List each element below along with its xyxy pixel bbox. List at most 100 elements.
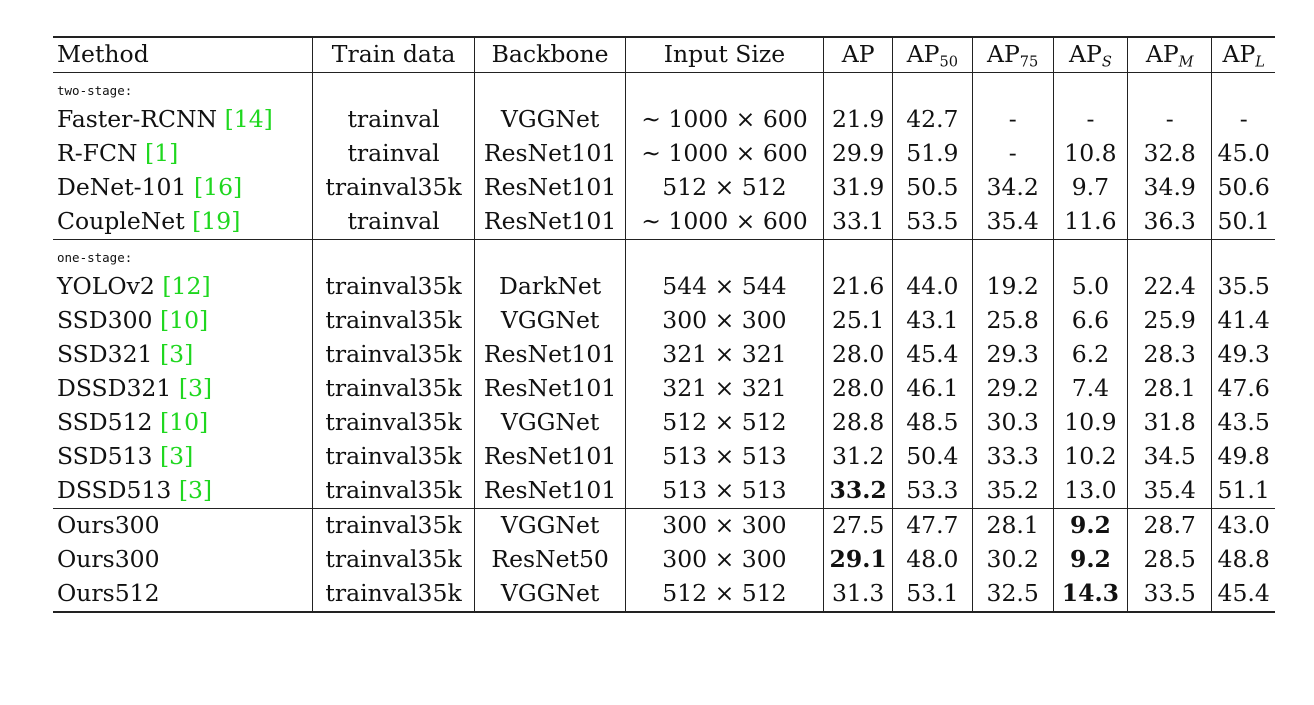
aps-cell: 6.6	[1052, 304, 1128, 338]
ap75-value: 29.3	[986, 340, 1039, 369]
ap50-value: 53.3	[906, 476, 959, 505]
method-name: Ours512	[57, 579, 160, 608]
apm-cell: 28.7	[1127, 508, 1212, 543]
section-label: one-stage:	[57, 249, 133, 265]
train-data-cell: trainval35k	[311, 474, 475, 509]
ap-cell: 25.1	[823, 304, 893, 338]
ap50-cell: 53.1	[892, 577, 972, 613]
backbone-value: VGGNet	[500, 408, 600, 437]
apm-cell: 35.4	[1127, 474, 1212, 509]
backbone-value: ResNet50	[491, 545, 609, 574]
backbone-cell: ResNet101	[474, 474, 626, 509]
apl-cell: 35.5	[1211, 270, 1275, 304]
method-cell: Faster-RCNN [14]	[53, 103, 312, 137]
ap-cell: 21.6	[823, 270, 893, 304]
citation-link[interactable]: [14]	[224, 105, 273, 134]
ap75-value: 30.3	[986, 408, 1039, 437]
aps-cell: 9.2	[1052, 508, 1128, 543]
ap50-cell: 43.1	[892, 304, 972, 338]
method-name: Ours300	[57, 545, 160, 574]
backbone-cell: VGGNet	[474, 304, 626, 338]
apl-value: 51.1	[1217, 476, 1270, 505]
empty-cell	[823, 72, 893, 103]
empty-cell	[1127, 72, 1212, 103]
train-data-cell: trainval35k	[311, 577, 475, 613]
empty-cell	[823, 239, 893, 270]
column-header-subscript: M	[1178, 53, 1194, 71]
ap75-value: 33.3	[986, 442, 1039, 471]
citation-link[interactable]: [1]	[144, 139, 179, 168]
ap50-value: 53.5	[906, 207, 959, 236]
apl-cell: -	[1211, 103, 1275, 137]
apm-cell: 34.5	[1127, 440, 1212, 474]
ap-cell: 31.9	[823, 171, 893, 205]
column-header-train-data: Train data	[311, 36, 475, 73]
train-data-cell: trainval35k	[311, 440, 475, 474]
citation-link[interactable]: [3]	[159, 340, 194, 369]
apl-value: 43.0	[1217, 511, 1270, 540]
ap50-cell: 51.9	[892, 137, 972, 171]
apm-value: 22.4	[1143, 272, 1196, 301]
ap50-cell: 44.0	[892, 270, 972, 304]
train-data-cell: trainval35k	[311, 338, 475, 372]
aps-value: 9.7	[1071, 173, 1110, 202]
aps-cell: 5.0	[1052, 270, 1128, 304]
citation-link[interactable]: [10]	[159, 408, 209, 437]
ap-value: 31.3	[831, 579, 885, 608]
method-name: CoupleNet	[57, 207, 185, 236]
train-data-cell: trainval35k	[311, 508, 475, 543]
ap50-value: 50.4	[906, 442, 959, 471]
column-header-label: AP	[1145, 40, 1179, 69]
ap75-value: 19.2	[986, 272, 1039, 301]
train-data-value: trainval35k	[325, 306, 462, 335]
train-data-cell: trainval35k	[311, 406, 475, 440]
ap-value: 33.1	[831, 207, 885, 236]
backbone-cell: ResNet50	[474, 543, 626, 577]
input-size-cell: ∼ 1000 × 600	[624, 205, 824, 240]
backbone-value: ResNet101	[483, 340, 617, 369]
method-name: SSD513	[57, 442, 153, 471]
column-header-label: AP	[1222, 40, 1256, 69]
train-data-value: trainval35k	[325, 511, 462, 540]
ap50-value: 53.1	[906, 579, 959, 608]
aps-cell: 7.4	[1052, 372, 1128, 406]
empty-cell	[1052, 239, 1128, 270]
citation-link[interactable]: [3]	[178, 374, 213, 403]
apl-value: 50.1	[1217, 207, 1270, 236]
aps-value: 6.2	[1071, 340, 1110, 369]
ap75-value: 35.2	[986, 476, 1039, 505]
ap50-value: 42.7	[906, 105, 959, 134]
citation-link[interactable]: [19]	[192, 207, 241, 236]
apm-value: 31.8	[1143, 408, 1196, 437]
ap-cell: 27.5	[823, 508, 893, 543]
empty-cell	[474, 239, 626, 270]
ap-cell: 29.1	[823, 543, 893, 577]
method-cell: Ours300	[53, 509, 312, 544]
train-data-value: trainval35k	[325, 545, 462, 574]
apm-cell: 22.4	[1127, 270, 1212, 304]
ap75-cell: 30.2	[971, 543, 1054, 577]
citation-link[interactable]: [12]	[162, 272, 211, 301]
ap-value: 27.5	[831, 511, 885, 540]
apm-cell: 34.9	[1127, 171, 1212, 205]
apl-value: 50.6	[1217, 173, 1270, 202]
input-size-value: 300 × 300	[662, 306, 787, 335]
citation-link[interactable]: [16]	[193, 173, 243, 202]
citation-link[interactable]: [10]	[159, 306, 209, 335]
method-cell: Ours300	[53, 543, 312, 577]
apl-cell: 45.0	[1211, 137, 1275, 171]
train-data-value: trainval	[347, 105, 440, 134]
citation-link[interactable]: [3]	[178, 476, 213, 505]
table-row: SSD513 [3] trainval35k ResNet101 513 × 513 3…	[53, 440, 1275, 474]
ap-cell: 28.0	[823, 372, 893, 406]
apl-cell: 49.8	[1211, 440, 1275, 474]
backbone-value: ResNet101	[483, 476, 617, 505]
ap-value: 29.9	[831, 139, 885, 168]
backbone-value: ResNet101	[483, 374, 617, 403]
backbone-cell: VGGNet	[474, 577, 626, 613]
citation-link[interactable]: [3]	[159, 442, 194, 471]
input-size-value: 544 × 544	[662, 272, 787, 301]
aps-cell: 10.8	[1052, 137, 1128, 171]
table-row: CoupleNet [19] trainval ResNet101 ∼ 1000 × …	[53, 205, 1275, 240]
ap50-value: 44.0	[906, 272, 959, 301]
